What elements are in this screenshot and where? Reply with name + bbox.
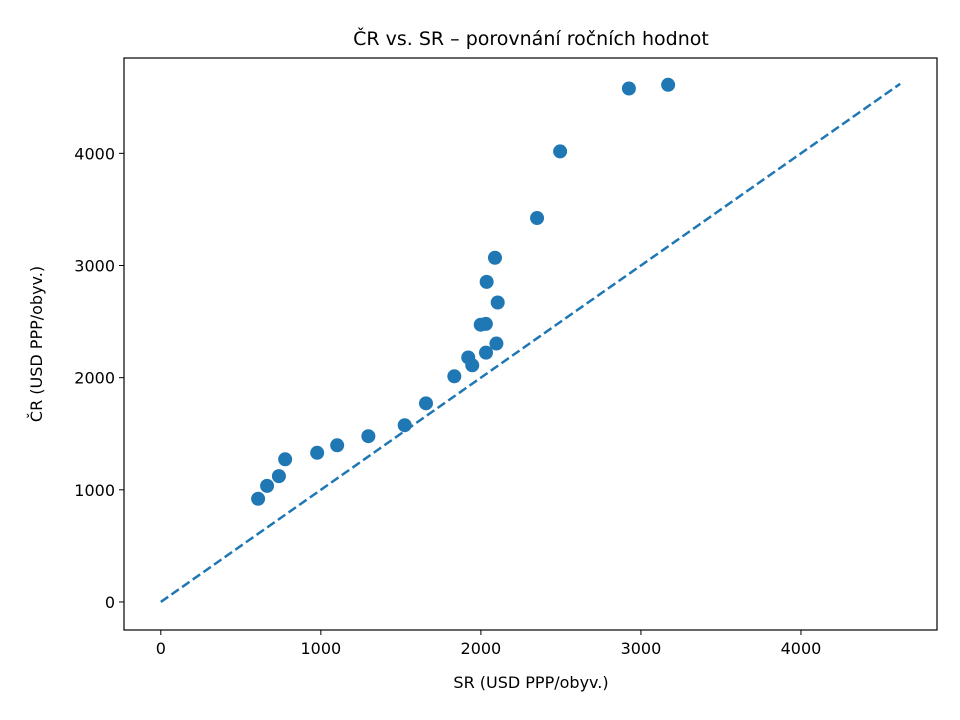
y-tick-label: 1000 bbox=[74, 481, 115, 500]
data-point bbox=[621, 81, 636, 96]
y-axis-label: ČR (USD PPP/obyv.) bbox=[27, 266, 46, 422]
axes-frame bbox=[123, 57, 938, 631]
data-point bbox=[490, 295, 505, 310]
y-tick-label: 4000 bbox=[74, 144, 115, 163]
chart-title: ČR vs. SR – porovnání ročních hodnot bbox=[353, 26, 709, 50]
x-tick-label: 1000 bbox=[300, 639, 341, 658]
y-tick-label: 0 bbox=[105, 593, 115, 612]
x-tick-label: 0 bbox=[156, 639, 166, 658]
data-point bbox=[418, 396, 433, 411]
data-point bbox=[260, 478, 275, 493]
data-point bbox=[271, 469, 286, 484]
y-tick-label: 3000 bbox=[74, 256, 115, 275]
data-point bbox=[278, 452, 293, 467]
data-point bbox=[251, 491, 266, 506]
data-point bbox=[310, 445, 325, 460]
data-point bbox=[361, 429, 376, 444]
y-tick-label: 2000 bbox=[74, 369, 115, 388]
x-tick-label: 4000 bbox=[781, 639, 822, 658]
data-point bbox=[447, 369, 462, 384]
plot-area: 0 1000 2000 3000 4000 0 1000 2000 3000 4000 bbox=[74, 77, 901, 658]
data-point bbox=[330, 438, 345, 453]
data-point bbox=[489, 336, 504, 351]
data-point bbox=[487, 250, 502, 265]
x-tick-label: 3000 bbox=[621, 639, 662, 658]
data-point bbox=[465, 358, 480, 373]
data-point bbox=[478, 316, 493, 331]
data-point bbox=[397, 418, 412, 433]
data-point bbox=[479, 345, 494, 360]
data-point bbox=[530, 211, 545, 226]
data-point bbox=[553, 144, 568, 159]
x-tick-label: 2000 bbox=[461, 639, 502, 658]
reference-line bbox=[160, 82, 901, 603]
data-point bbox=[479, 274, 494, 289]
data-point bbox=[661, 77, 676, 92]
x-axis-label: SR (USD PPP/obyv.) bbox=[453, 673, 608, 692]
